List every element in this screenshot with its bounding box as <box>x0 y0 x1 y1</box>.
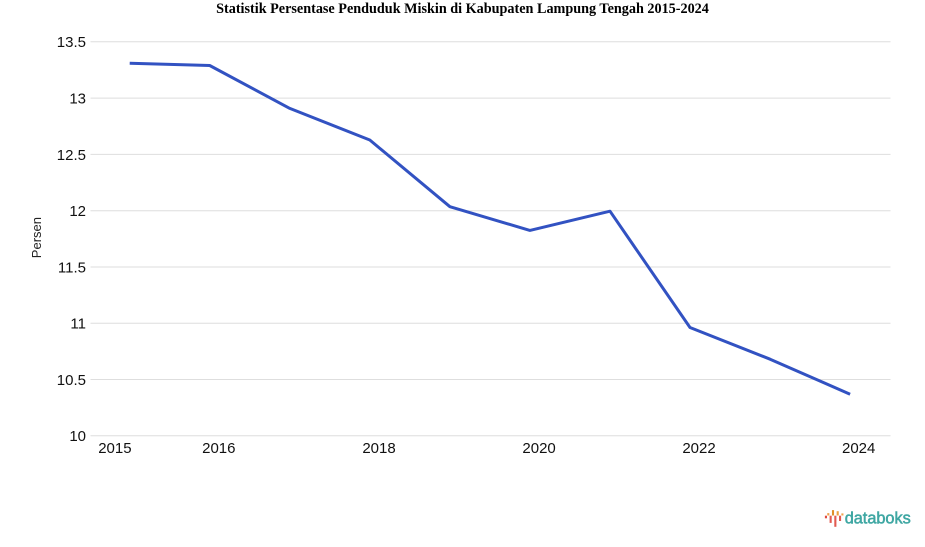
svg-text:2020: 2020 <box>522 440 555 457</box>
svg-text:2022: 2022 <box>682 440 715 457</box>
svg-text:Statistik Persentase Penduduk: Statistik Persentase Penduduk Miskin di … <box>216 1 709 17</box>
svg-text:2016: 2016 <box>202 440 235 457</box>
svg-text:13.5: 13.5 <box>57 34 86 51</box>
svg-text:13: 13 <box>69 91 86 108</box>
svg-text:2024: 2024 <box>842 440 875 457</box>
svg-text:Persen: Persen <box>29 217 44 258</box>
svg-text:12: 12 <box>69 203 86 220</box>
svg-text:10.5: 10.5 <box>57 372 86 389</box>
svg-text:11: 11 <box>70 316 86 333</box>
svg-text:12.5: 12.5 <box>57 147 86 164</box>
svg-text:11.5: 11.5 <box>58 259 86 276</box>
svg-text:2018: 2018 <box>362 440 395 457</box>
svg-text:10: 10 <box>69 428 86 445</box>
svg-text:2015: 2015 <box>98 440 131 457</box>
svg-text:databoks: databoks <box>845 509 911 527</box>
